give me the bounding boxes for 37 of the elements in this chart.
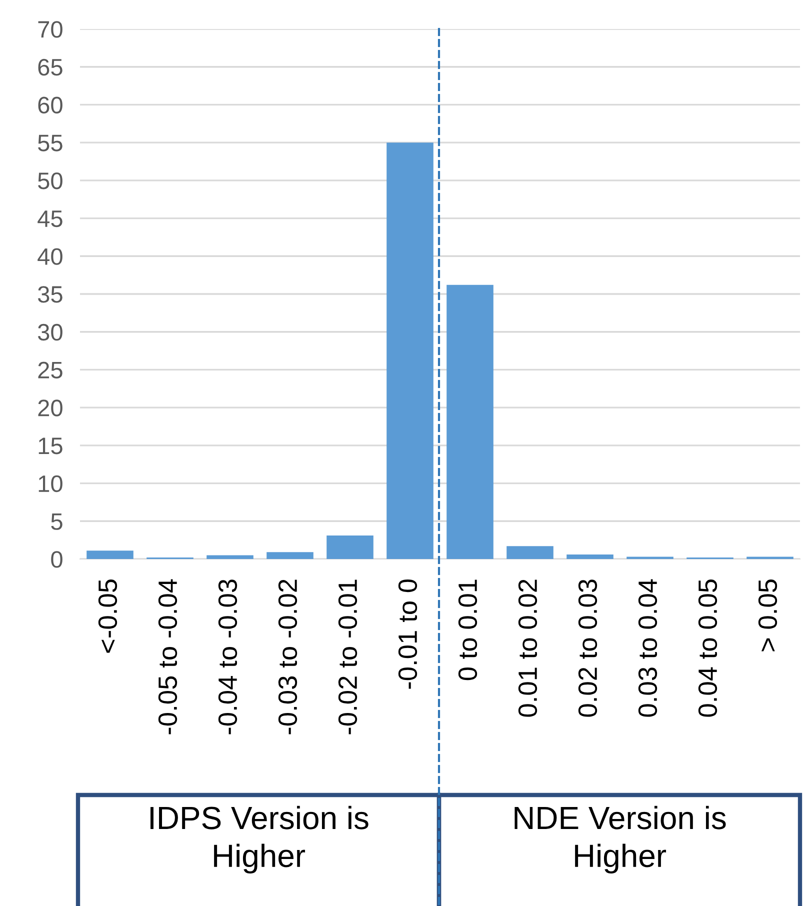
y-tick-label: 65 bbox=[38, 58, 62, 76]
x-tick-label: 0.04 to 0.05 bbox=[698, 580, 718, 717]
text: NDE Version is Higher bbox=[514, 806, 726, 874]
y-tick-label: 35 bbox=[38, 286, 62, 303]
x-tick-label: <-0.05 bbox=[98, 580, 118, 653]
x-tick-label: -0.05 to -0.04 bbox=[158, 579, 178, 734]
y-tick-label: 0 bbox=[51, 551, 62, 568]
x-tick-label: 0.02 to 0.03 bbox=[578, 580, 598, 717]
bar bbox=[566, 554, 614, 559]
bar bbox=[86, 550, 134, 559]
y-tick-label: 70 bbox=[38, 21, 62, 38]
text: IDPS Version is Higher bbox=[150, 806, 368, 874]
x-tick-label: > 0.05 bbox=[758, 580, 778, 652]
x-tick-label: -0.03 to -0.02 bbox=[278, 580, 298, 734]
x-tick-label: -0.02 to -0.01 bbox=[338, 580, 358, 734]
y-tick-label: 20 bbox=[38, 400, 62, 416]
y-tick-label: 40 bbox=[38, 248, 62, 265]
y-tick-label: 15 bbox=[38, 438, 62, 454]
y-tick-label: 45 bbox=[38, 210, 62, 228]
y-tick-label: 25 bbox=[38, 362, 62, 378]
y-tick-label: 10 bbox=[38, 475, 62, 492]
bar bbox=[206, 555, 254, 559]
x-tick-label: 0 to 0.01 bbox=[458, 580, 478, 680]
x-tick-label: 0.01 to 0.02 bbox=[518, 580, 538, 717]
x-tick-label: -0.01 to 0 bbox=[398, 579, 418, 689]
x-tick-label: -0.04 to -0.03 bbox=[218, 580, 238, 734]
y-tick-label: 60 bbox=[38, 96, 62, 114]
x-tick-label: 0.03 to 0.04 bbox=[638, 579, 658, 717]
bar bbox=[446, 284, 494, 559]
y-tick-label: 50 bbox=[38, 172, 62, 190]
y-tick-label: 55 bbox=[38, 134, 62, 152]
bar bbox=[506, 546, 554, 559]
y-tick-label: 30 bbox=[38, 324, 62, 341]
bar bbox=[386, 142, 434, 559]
bar bbox=[326, 536, 374, 559]
bar bbox=[266, 552, 314, 559]
y-tick-label: 5 bbox=[51, 513, 62, 530]
